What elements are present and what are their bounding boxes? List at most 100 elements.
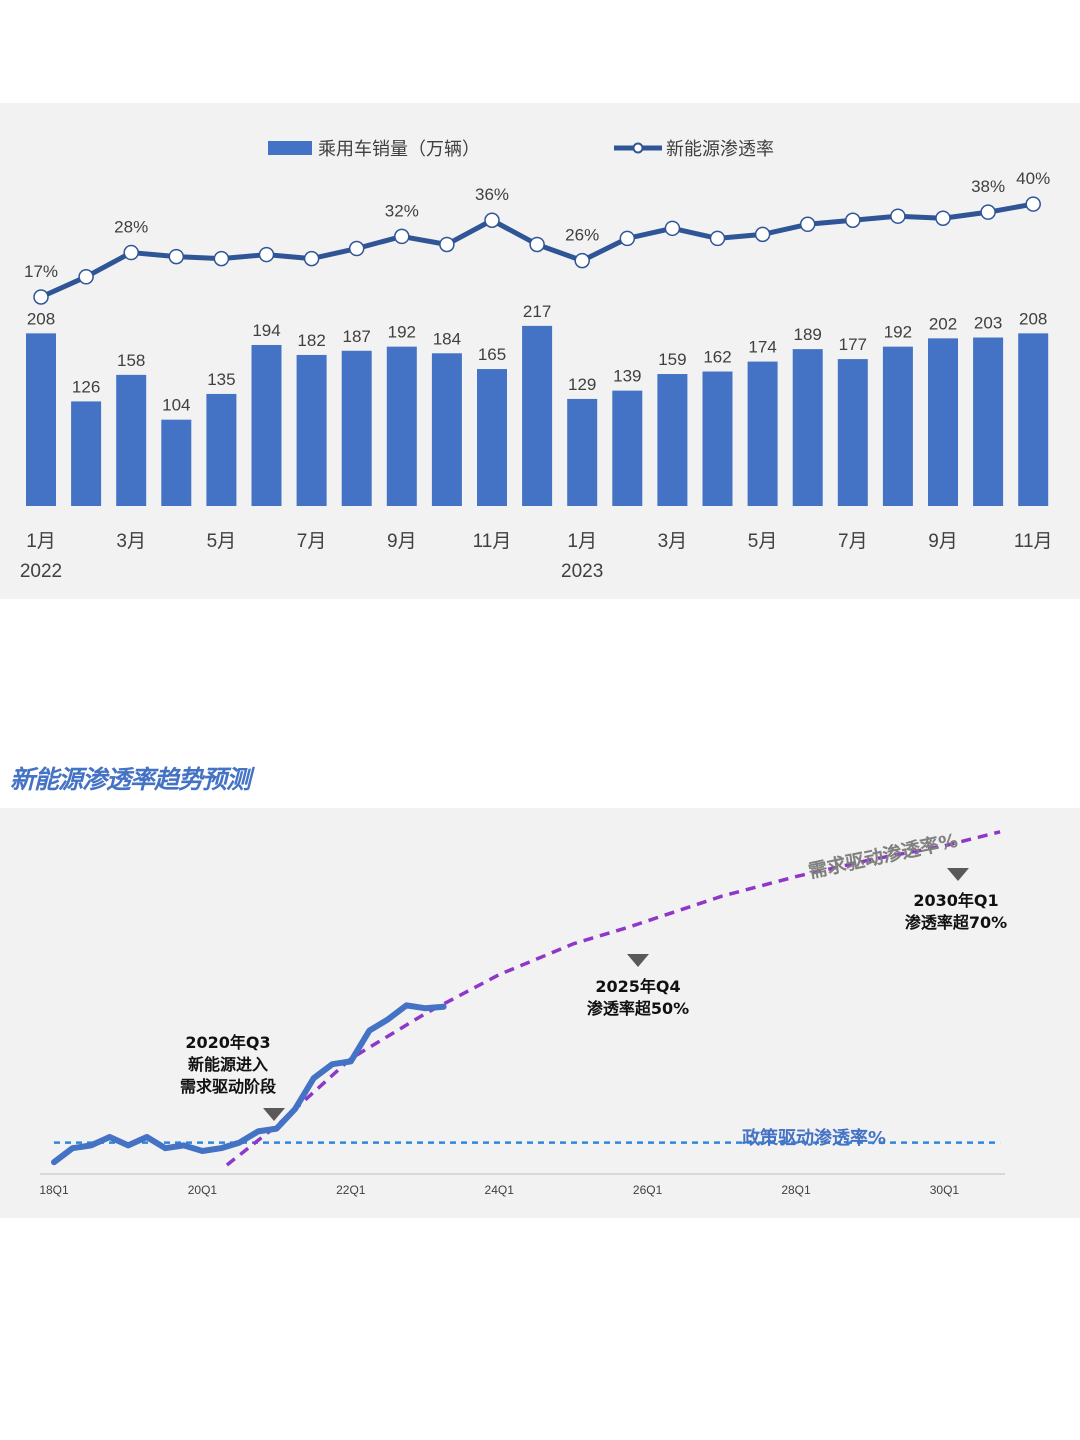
sales-value-label: 194 xyxy=(252,321,280,340)
x-tick-label: 22Q1 xyxy=(336,1183,366,1197)
policy-line-label: 政策驱动渗透率% xyxy=(742,1127,886,1149)
sales-value-label: 159 xyxy=(658,350,686,369)
penetration-point xyxy=(935,210,951,226)
sales-bar xyxy=(1018,333,1049,506)
sales-penetration-chart: 乘用车销量（万辆） 新能源渗透率 208 126 158 104 135 194 182 187 1… xyxy=(20,139,1053,582)
sales-value-label: 217 xyxy=(523,302,551,321)
sales-bar xyxy=(792,349,823,506)
annotation-marker-icon xyxy=(263,1108,285,1121)
annotation-marker-icon xyxy=(627,954,649,967)
x-tick-label: 18Q1 xyxy=(39,1183,69,1197)
sales-penetration-chart-panel: 乘用车销量（万辆） 新能源渗透率 208 126 158 104 135 194 182 187 1… xyxy=(0,103,1080,599)
penetration-point xyxy=(890,208,906,224)
sales-bar xyxy=(296,354,327,506)
x-tick-label: 5月 xyxy=(207,531,237,552)
penetration-value-label: 28% xyxy=(114,218,148,237)
sales-value-label: 182 xyxy=(297,331,325,350)
sales-bar xyxy=(206,393,237,506)
sales-value-label: 158 xyxy=(117,351,145,370)
sales-value-label: 162 xyxy=(703,348,731,367)
sales-bar xyxy=(567,398,598,506)
x-tick-label: 5月 xyxy=(748,531,778,552)
annotation-text: 2020年Q3 xyxy=(185,1033,270,1052)
annotation-text: 2030年Q1 xyxy=(913,891,998,910)
sales-value-label: 187 xyxy=(343,327,371,346)
penetration-point xyxy=(78,269,94,285)
x-tick-label: 26Q1 xyxy=(633,1183,663,1197)
legend-line-label: 新能源渗透率 xyxy=(666,139,774,159)
penetration-value-label: 38% xyxy=(971,177,1005,196)
sales-value-label: 203 xyxy=(974,314,1002,333)
penetration-point xyxy=(394,228,410,245)
penetration-point xyxy=(213,250,230,267)
sales-value-label: 192 xyxy=(884,323,912,342)
sales-bar xyxy=(882,346,913,506)
sales-value-label: 202 xyxy=(929,314,957,333)
sales-bar xyxy=(161,419,192,506)
sales-bar xyxy=(522,325,553,506)
penetration-value-label: 26% xyxy=(565,226,599,245)
sales-value-label: 129 xyxy=(568,375,596,394)
sales-bar xyxy=(612,390,643,506)
penetration-point xyxy=(1025,196,1041,212)
annotation-text: 渗透率超50% xyxy=(587,999,689,1018)
x-tick-label: 24Q1 xyxy=(485,1183,515,1197)
penetration-value-label: 17% xyxy=(24,262,58,281)
sales-value-label: 135 xyxy=(207,370,235,389)
x-tick-label: 11月 xyxy=(1014,531,1053,552)
sales-value-label: 177 xyxy=(839,335,867,354)
sales-bar xyxy=(386,346,417,506)
sales-bar xyxy=(837,359,868,506)
year-label: 2022 xyxy=(20,561,62,582)
x-tick-label: 3月 xyxy=(116,531,146,552)
sales-value-label: 139 xyxy=(613,367,641,386)
penetration-point xyxy=(258,246,275,263)
penetration-point xyxy=(484,212,500,228)
sales-bar xyxy=(973,337,1004,506)
sales-bar xyxy=(431,353,462,506)
x-tick-label: 1月 xyxy=(26,531,56,552)
sales-value-label: 126 xyxy=(72,377,100,396)
legend-bar-swatch xyxy=(268,141,312,155)
sales-bar xyxy=(116,374,147,506)
annotation-text: 渗透率超70% xyxy=(905,913,1007,932)
legend-line-marker xyxy=(632,142,644,154)
demand-driven-curve xyxy=(225,830,1001,1167)
penetration-point xyxy=(303,250,320,267)
penetration-point xyxy=(348,240,365,257)
sales-value-label: 184 xyxy=(433,329,461,348)
legend-bar-label: 乘用车销量（万辆） xyxy=(318,139,480,159)
x-tick-label: 11月 xyxy=(473,531,512,552)
penetration-point xyxy=(619,230,636,247)
sales-value-label: 208 xyxy=(27,309,55,328)
penetration-value-label: 40% xyxy=(1016,169,1050,188)
penetration-point xyxy=(799,216,816,233)
sales-value-label: 208 xyxy=(1019,309,1047,328)
penetration-forecast-chart: 18Q1 20Q1 22Q1 24Q1 26Q1 28Q1 30Q1 需求驱动渗透率% 政策驱动… xyxy=(39,829,1007,1197)
annotation-marker-icon xyxy=(947,868,969,881)
x-tick-label: 7月 xyxy=(297,531,327,552)
x-tick-label: 3月 xyxy=(658,531,688,552)
sales-value-label: 189 xyxy=(794,325,822,344)
sales-value-label: 174 xyxy=(748,338,776,357)
penetration-point xyxy=(33,289,49,305)
sales-bar xyxy=(26,333,56,506)
demand-curve-label: 需求驱动渗透率% xyxy=(806,829,960,883)
penetration-point xyxy=(123,244,139,261)
sales-bar xyxy=(702,371,733,506)
penetration-point xyxy=(529,236,545,253)
x-tick-label: 28Q1 xyxy=(781,1183,811,1197)
sales-bar xyxy=(71,401,102,506)
penetration-forecast-chart-panel: 18Q1 20Q1 22Q1 24Q1 26Q1 28Q1 30Q1 需求驱动渗透率% 政策驱动… xyxy=(0,808,1080,1218)
penetration-point xyxy=(980,204,996,220)
annotation-text: 2025年Q4 xyxy=(595,977,680,996)
annotation-text: 新能源进入 xyxy=(188,1055,268,1074)
x-tick-label: 30Q1 xyxy=(930,1183,960,1197)
sales-bar xyxy=(341,350,372,506)
penetration-point xyxy=(845,212,861,228)
x-tick-label: 7月 xyxy=(838,531,868,552)
x-tick-label: 1月 xyxy=(567,531,597,552)
actual-penetration-line xyxy=(51,1002,447,1166)
x-tick-label: 9月 xyxy=(928,531,958,552)
x-tick-label: 20Q1 xyxy=(188,1183,218,1197)
